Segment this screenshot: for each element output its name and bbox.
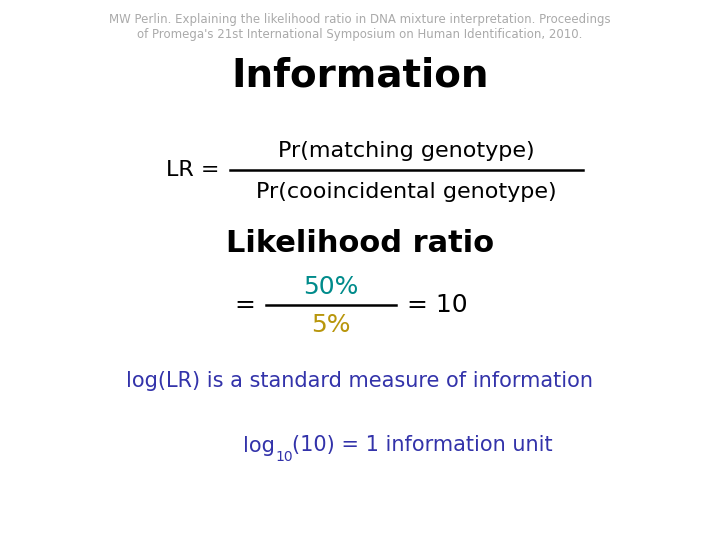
Text: log(LR) is a standard measure of information: log(LR) is a standard measure of informa…	[127, 370, 593, 391]
Text: log: log	[243, 435, 275, 456]
Text: 5%: 5%	[312, 313, 351, 337]
Text: Pr(cooincidental genotype): Pr(cooincidental genotype)	[256, 181, 557, 202]
Text: = 10: = 10	[407, 293, 467, 317]
Text: 50%: 50%	[304, 275, 359, 299]
Text: MW Perlin. Explaining the likelihood ratio in DNA mixture interpretation. Procee: MW Perlin. Explaining the likelihood rat…	[109, 14, 611, 26]
Text: =: =	[235, 293, 256, 317]
Text: Information: Information	[231, 57, 489, 94]
Text: (10) = 1 information unit: (10) = 1 information unit	[292, 435, 553, 456]
Text: 10: 10	[275, 450, 292, 464]
Text: Likelihood ratio: Likelihood ratio	[226, 230, 494, 259]
Text: Pr(matching genotype): Pr(matching genotype)	[279, 141, 535, 161]
Text: of Promega's 21st International Symposium on Human Identification, 2010.: of Promega's 21st International Symposiu…	[138, 28, 582, 41]
Text: LR =: LR =	[166, 160, 227, 180]
